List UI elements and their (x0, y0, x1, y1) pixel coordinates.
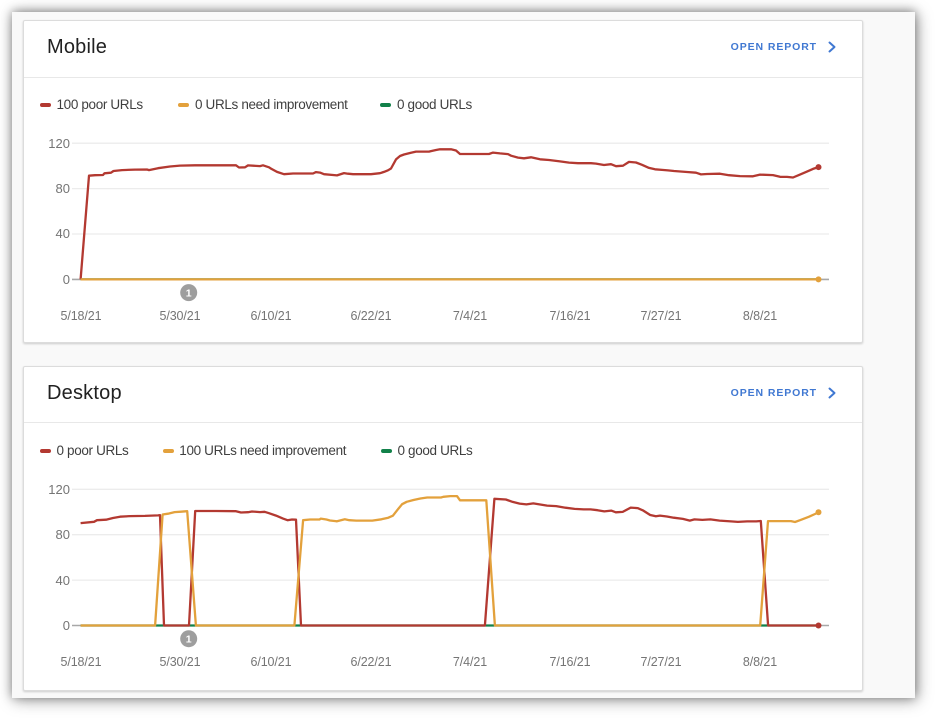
svg-text:1: 1 (186, 288, 192, 300)
svg-text:1: 1 (186, 634, 192, 646)
